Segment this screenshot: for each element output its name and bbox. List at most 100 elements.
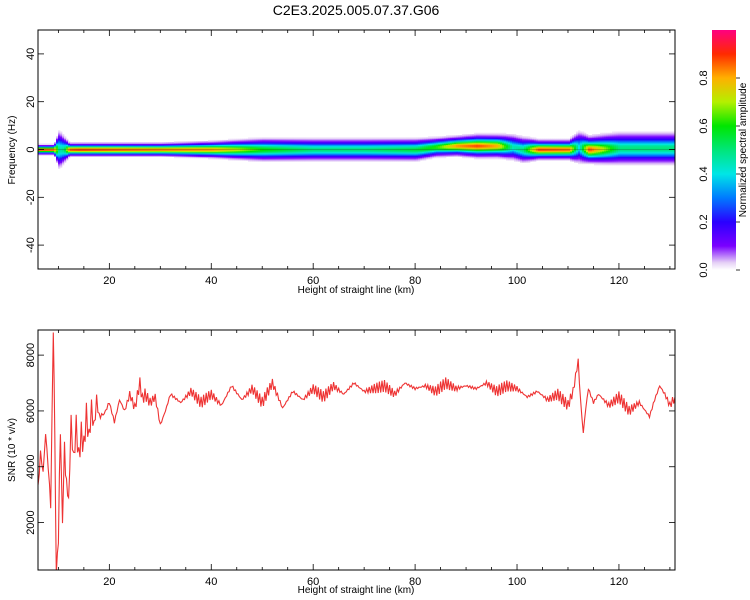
heatmap-cell [90, 148, 93, 150]
heatmap-cell [522, 149, 525, 151]
heatmap-cell [538, 147, 541, 149]
heatmap-cell [134, 145, 137, 148]
heatmap-cell [296, 139, 299, 142]
heatmap-cell [558, 148, 561, 150]
heatmap-cell [358, 153, 361, 155]
heatmap-cell [500, 132, 503, 135]
heatmap-cell [296, 154, 299, 156]
heatmap-cell [376, 149, 379, 151]
heatmap-cell [38, 151, 41, 154]
heatmap-cell [112, 149, 115, 151]
heatmap-cell [200, 155, 203, 157]
heatmap-cell [428, 138, 431, 141]
heatmap-cell [308, 160, 311, 162]
heatmap-cell [484, 157, 487, 160]
heatmap-cell [124, 155, 127, 157]
heatmap-cell [548, 156, 551, 159]
heatmap-cell [236, 154, 239, 156]
heatmap-cell [546, 144, 549, 147]
heatmap-cell [490, 154, 493, 156]
heatmap-cell [434, 156, 437, 159]
heatmap-cell [266, 138, 269, 141]
heatmap-cell [96, 153, 99, 155]
heatmap-cell [170, 151, 173, 154]
heatmap-cell [466, 141, 469, 143]
heatmap-cell [250, 155, 253, 157]
heatmap-cell [100, 155, 103, 157]
heatmap-cell [280, 138, 283, 141]
heatmap-cell [70, 150, 73, 153]
heatmap-cell [234, 142, 237, 144]
heatmap-cell [318, 154, 321, 156]
heatmap-cell [414, 145, 417, 148]
heatmap-cell [354, 157, 357, 160]
heatmap-cell [296, 157, 299, 160]
heatmap-cell [356, 141, 359, 143]
heatmap-cell [44, 153, 47, 155]
heatmap-cell [218, 150, 221, 153]
heatmap-cell [238, 155, 241, 157]
heatmap-cell [270, 151, 273, 154]
heatmap-cell [378, 147, 381, 149]
heatmap-cell [420, 142, 423, 144]
heatmap-cell [352, 153, 355, 155]
heatmap-cell [384, 143, 387, 146]
heatmap-cell [514, 154, 517, 156]
heatmap-cell [586, 145, 589, 148]
heatmap-cell [566, 151, 569, 154]
heatmap-cell [60, 162, 63, 165]
heatmap-cell [564, 159, 567, 161]
heatmap-cell [138, 155, 141, 157]
heatmap-cell [258, 141, 261, 143]
heatmap-cell [554, 159, 557, 161]
heatmap-cell [384, 155, 387, 157]
heatmap-cell [384, 156, 387, 159]
heatmap-cell [308, 137, 311, 140]
chart-title: C2E3.2025.005.07.37.G06 [273, 2, 440, 18]
heatmap-cell [498, 153, 501, 155]
heatmap-cell [92, 144, 95, 147]
heatmap-cell [78, 147, 81, 149]
heatmap-cell [386, 148, 389, 150]
heatmap-cell [290, 149, 293, 151]
heatmap-cell [254, 150, 257, 153]
heatmap-cell [476, 138, 479, 141]
heatmap-cell [494, 141, 497, 143]
heatmap-cell [66, 141, 69, 143]
heatmap-cell [272, 157, 275, 160]
heatmap-cell [334, 139, 337, 142]
heatmap-cell [304, 157, 307, 160]
heatmap-cell [382, 148, 385, 150]
heatmap-cell [432, 139, 435, 142]
heatmap-cell [254, 154, 257, 156]
heatmap-cell [108, 154, 111, 156]
heatmap-cell [576, 154, 579, 156]
heatmap-cell [194, 147, 197, 149]
heatmap-cell [466, 145, 469, 148]
heatmap-cell [384, 157, 387, 160]
heatmap-cell [352, 143, 355, 146]
heatmap-cell [60, 139, 63, 142]
heatmap-cell [242, 145, 245, 148]
heatmap-cell [274, 141, 277, 143]
heatmap-cell [440, 145, 443, 148]
heatmap-cell [94, 144, 97, 147]
heatmap-cell [446, 154, 449, 156]
heatmap-cell [422, 148, 425, 150]
heatmap-cell [66, 147, 69, 149]
heatmap-cell [484, 151, 487, 154]
heatmap-cell [526, 141, 529, 143]
heatmap-cell [402, 137, 405, 140]
heatmap-cell [512, 144, 515, 147]
heatmap-cell [370, 137, 373, 140]
heatmap-cell [326, 148, 329, 150]
heatmap-cell [494, 145, 497, 148]
heatmap-cell [94, 142, 97, 144]
heatmap-cell [574, 160, 577, 162]
heatmap-cell [428, 149, 431, 151]
heatmap-cell [488, 137, 491, 140]
heatmap-cell [324, 148, 327, 150]
heatmap-cell [246, 154, 249, 156]
heatmap-cell [276, 150, 279, 153]
heatmap-cell [380, 138, 383, 141]
